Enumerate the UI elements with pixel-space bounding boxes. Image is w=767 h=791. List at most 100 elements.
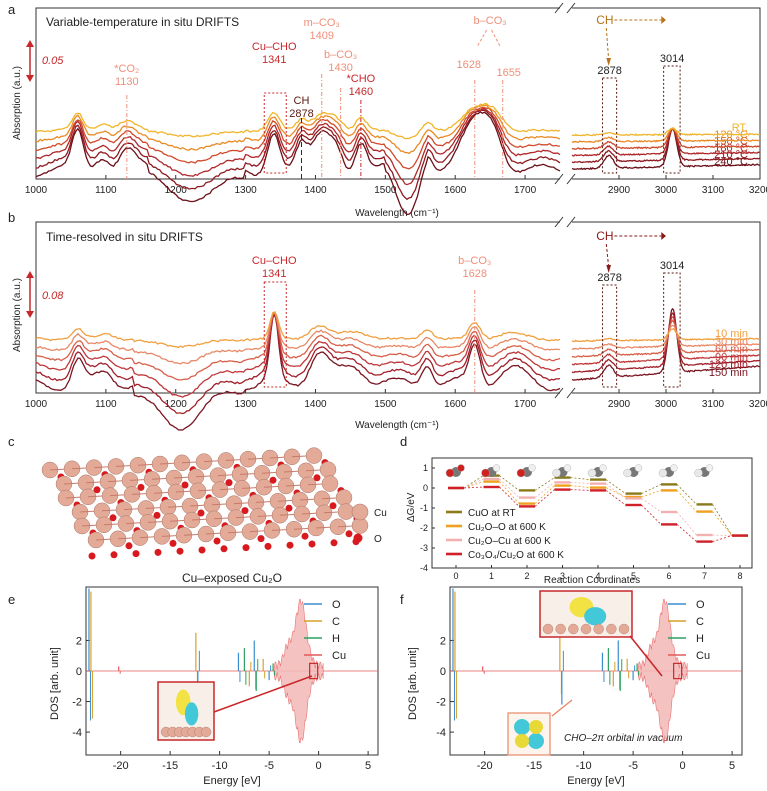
o-atom <box>198 546 206 554</box>
y-tick-label: 1 <box>423 463 428 473</box>
molecule-atom-icon <box>563 464 572 472</box>
o-atom <box>285 504 293 512</box>
panel-b-scale-bar: 0.08 <box>26 271 64 318</box>
x-tick-label: -20 <box>477 760 493 772</box>
panel-a-scale-bar: 0.05 <box>26 40 64 82</box>
x-tick-label: -15 <box>526 760 542 772</box>
peak-annotation-value: 1409 <box>310 30 334 42</box>
cu-atom <box>200 726 212 738</box>
x-tick-label: -15 <box>162 760 178 772</box>
x-tick-label: 1600 <box>444 185 467 196</box>
x-tick-label: 3100 <box>702 399 725 410</box>
panel-a-title: Variable-temperature in situ DRIFTS <box>46 15 239 29</box>
legend-label: Co₃O₄/Cu₂O at 600 K <box>468 550 564 561</box>
x-tick-label: -10 <box>576 760 592 772</box>
x-tick-label: 1000 <box>25 399 48 410</box>
dos-cu-band <box>637 598 688 744</box>
o-atom <box>286 541 294 549</box>
series-label: 10 min <box>715 328 748 340</box>
cu-atom <box>337 503 355 520</box>
energy-connector <box>534 485 555 504</box>
o-atom <box>176 547 184 555</box>
series-label: 60 min <box>715 344 748 356</box>
x-tick-label: 1700 <box>514 185 537 196</box>
peak-annotation: 1655 <box>496 67 520 79</box>
x-tick-label: -5 <box>264 760 274 772</box>
fermi-highlight-box <box>309 662 319 680</box>
spectrum-right-180-C <box>571 127 761 157</box>
panel-c-caption: Cu–exposed Cu₂O <box>182 571 282 585</box>
x-tick-label: 0 <box>316 760 322 772</box>
panel-e-dos: e DOS [arb. unit] Energy [eV] -20 -15 -10-… <box>8 586 379 787</box>
x-tick-label: 1200 <box>165 399 188 410</box>
o-atom <box>154 548 162 556</box>
x-tick-label: 1600 <box>444 399 467 410</box>
energy-connector <box>712 511 733 536</box>
energy-connector <box>605 479 626 494</box>
o-atom <box>153 511 161 519</box>
spectrum-left-210-C <box>35 109 561 201</box>
spectrum-left-10-min <box>35 311 561 349</box>
x-tick-label: 5 <box>365 760 371 772</box>
peak-annotation: *CHO <box>347 73 376 85</box>
spectrum-left-150-min <box>35 312 561 431</box>
x-tick-label: 1200 <box>165 185 188 196</box>
ch-arrow-head <box>661 16 666 24</box>
o-atom <box>264 542 272 550</box>
energy-connector <box>641 498 662 513</box>
energy-connector <box>499 486 520 507</box>
cu-atom <box>319 461 337 478</box>
spectrum-left-30-min <box>35 311 561 365</box>
panel-d-ylabel: ΔG/eV <box>406 492 417 522</box>
panel-f-xlabel: Energy [eV] <box>567 775 624 787</box>
energy-connector <box>676 484 697 505</box>
vacuum-arrow <box>551 699 573 717</box>
peak-label-2878: 2878 <box>597 65 621 77</box>
x-tick-label: 5 <box>631 571 636 581</box>
legend-cu-label: Cu <box>374 508 387 519</box>
series-label: 120 °C <box>714 129 748 141</box>
panel-c-structure: c Cu O Cu–exposed Cu₂O <box>8 434 387 585</box>
ch-label: CH <box>596 229 613 243</box>
y-tick-label: -4 <box>420 563 428 573</box>
legend-label: O <box>332 599 341 611</box>
energy-connector <box>605 483 626 499</box>
o-atom <box>137 483 145 491</box>
peak-annotation-value: 1628 <box>463 268 487 280</box>
o-atom <box>132 550 140 558</box>
legend-label: H <box>332 633 340 645</box>
y-tick-label: -3 <box>420 543 428 553</box>
x-tick-label: 1 <box>489 571 494 581</box>
cu-atom <box>593 623 604 635</box>
y-tick-label: -4 <box>72 727 82 739</box>
axis-break-mark <box>566 387 576 399</box>
o-atom <box>110 551 118 559</box>
o-atom <box>109 514 117 522</box>
spectrum-right-120-min <box>571 312 761 374</box>
axis-break-mark <box>566 173 576 185</box>
panel-d-xlabel: Reaction Coordinates <box>544 575 640 586</box>
legend-label: Cu <box>332 650 346 662</box>
cu-atom <box>305 447 323 464</box>
panel-b-scale-value: 0.08 <box>42 290 64 302</box>
energy-connector <box>534 482 555 498</box>
panel-a-ylabel: Absorption (a.u.) <box>12 66 23 140</box>
panel-b-xlabel: Wavelength (cm⁻¹) <box>355 420 439 431</box>
orbital-lobe-icon <box>184 702 199 726</box>
legend-label: CuO at RT <box>468 508 516 519</box>
legend-label: H <box>696 633 704 645</box>
energy-connector <box>605 490 626 506</box>
panel-a-xlabel: Wavelength (cm⁻¹) <box>355 208 439 219</box>
molecule-atom-icon <box>457 464 465 472</box>
energy-connector <box>605 487 626 498</box>
vacuum-orbital-inset <box>507 712 551 756</box>
peak-annotation-value: 1430 <box>328 62 352 74</box>
axis-break-mark <box>554 216 564 228</box>
spectrum-right-210-C <box>571 128 761 164</box>
o-atom <box>241 507 249 515</box>
peak-box-3014 <box>663 272 681 388</box>
axis-break-mark <box>566 216 576 228</box>
y-tick-label: -2 <box>436 697 446 709</box>
molecule-atom-icon <box>705 464 714 472</box>
o-atom <box>93 486 101 494</box>
